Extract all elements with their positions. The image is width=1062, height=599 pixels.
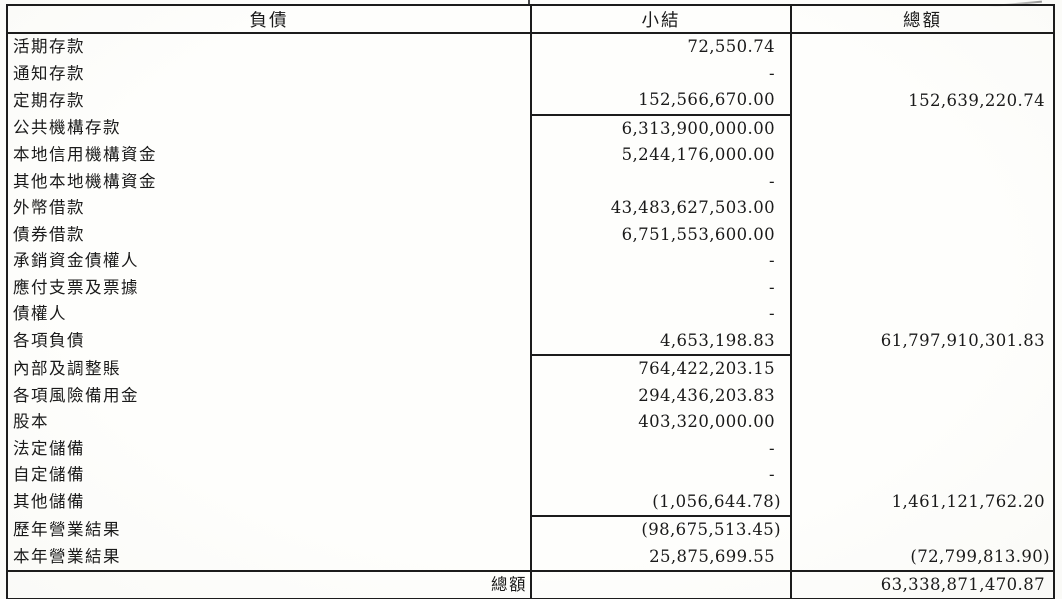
row-total-value <box>790 221 1054 248</box>
column-header-total: 總額 <box>790 5 1054 34</box>
row-label: 本年營業結果 <box>13 546 121 566</box>
row-label: 通知存款 <box>13 63 85 83</box>
row-total-value: 152,639,220.74 <box>790 87 1054 115</box>
footer-subtotal-cell <box>530 570 791 599</box>
table-body: 活期存款 72,550.74 通知存款 - 定期存款 152,566,670.00 152,… <box>7 33 1054 571</box>
row-subtotal-value: (98,675,513.45) <box>530 516 791 544</box>
row-total-value <box>790 60 1054 87</box>
row-subtotal-value: 6,313,900,000.00 <box>530 114 791 142</box>
row-total-value <box>790 435 1054 462</box>
footer-total-row: 總額 63,338,871,470.87 <box>7 570 1054 599</box>
footer-total-value: 63,338,871,470.87 <box>790 570 1054 599</box>
row-subtotal-value: - <box>530 168 791 195</box>
column-header-liabilities: 負債 <box>7 5 531 34</box>
row-label: 各項風險備用金 <box>13 385 139 405</box>
table-row: 各項風險備用金 294,436,203.83 <box>7 382 1054 409</box>
row-label: 定期存款 <box>13 90 85 110</box>
row-subtotal-value: - <box>530 60 791 87</box>
table-row: 內部及調整賬 764,422,203.15 <box>7 355 1054 383</box>
row-label: 債券借款 <box>13 224 85 244</box>
table-row: 歷年營業結果 (98,675,513.45) <box>7 516 1054 544</box>
row-total-value <box>790 114 1054 142</box>
row-label: 承銷資金債權人 <box>13 251 139 270</box>
row-label: 公共機構存款 <box>13 118 121 137</box>
row-subtotal-value: 6,751,553,600.00 <box>530 221 791 248</box>
row-subtotal-value: - <box>530 248 791 275</box>
row-subtotal-value: - <box>530 274 791 301</box>
table-row: 股本 403,320,000.00 <box>7 409 1054 436</box>
scan-artifact-tick <box>528 0 530 6</box>
row-total-value: (72,799,813.90) <box>790 543 1054 571</box>
row-label: 各項負債 <box>13 331 85 350</box>
row-subtotal-value: 4,653,198.83 <box>530 327 791 356</box>
row-total-value: 1,461,121,762.20 <box>790 488 1054 516</box>
table-row: 外幣借款 43,483,627,503.00 <box>7 195 1054 222</box>
row-subtotal-value: 5,244,176,000.00 <box>530 142 791 169</box>
row-subtotal-value: - <box>530 301 791 328</box>
row-label: 歷年營業結果 <box>13 519 121 539</box>
table-row: 應付支票及票據 - <box>7 274 1054 301</box>
table-row: 各項負債 4,653,198.83 61,797,910,301.83 <box>7 327 1054 356</box>
row-label: 法定儲備 <box>13 438 85 458</box>
row-label: 內部及調整賬 <box>13 358 121 378</box>
table-row: 本年營業結果 25,875,699.55 (72,799,813.90) <box>7 543 1054 571</box>
row-subtotal-value: (1,056,644.78) <box>530 488 791 517</box>
row-total-value <box>790 516 1054 544</box>
table-row: 通知存款 - <box>7 60 1054 87</box>
table-row: 本地信用機構資金 5,244,176,000.00 <box>7 142 1054 169</box>
table-row: 其他本地機構資金 - <box>7 168 1054 195</box>
row-label: 其他儲備 <box>13 492 85 511</box>
table-row: 自定儲備 - <box>7 462 1054 489</box>
row-label: 應付支票及票據 <box>13 277 139 297</box>
row-total-value <box>790 248 1054 275</box>
row-total-value <box>790 168 1054 195</box>
row-subtotal-value: - <box>530 462 791 489</box>
row-subtotal-value: 403,320,000.00 <box>530 409 791 436</box>
table-row: 活期存款 72,550.74 <box>7 33 1054 61</box>
row-subtotal-value: - <box>530 435 791 462</box>
row-total-value <box>790 409 1054 436</box>
row-total-value <box>790 142 1054 169</box>
row-label: 外幣借款 <box>13 198 85 217</box>
row-label: 債權人 <box>13 304 67 323</box>
footer-total-label: 總額 <box>7 570 531 599</box>
table-row: 定期存款 152,566,670.00 152,639,220.74 <box>7 87 1054 116</box>
row-total-value <box>790 462 1054 489</box>
liabilities-table: 負債 小結 總額 活期存款 72,550.74 通知存款 - 定期存款 152,566,6… <box>6 4 1055 599</box>
row-subtotal-value: 152,566,670.00 <box>530 87 791 116</box>
row-total-value <box>790 355 1054 383</box>
column-header-subtotal: 小結 <box>530 5 791 34</box>
table-row: 其他儲備 (1,056,644.78) 1,461,121,762.20 <box>7 488 1054 517</box>
row-total-value <box>790 382 1054 409</box>
table-row: 債權人 - <box>7 301 1054 328</box>
row-subtotal-value: 764,422,203.15 <box>530 355 791 383</box>
row-total-value <box>790 33 1054 61</box>
table-row: 債券借款 6,751,553,600.00 <box>7 221 1054 248</box>
row-subtotal-value: 72,550.74 <box>530 33 791 61</box>
row-label: 自定儲備 <box>13 465 85 484</box>
row-label: 其他本地機構資金 <box>13 171 157 191</box>
row-subtotal-value: 25,875,699.55 <box>530 543 791 571</box>
row-total-value: 61,797,910,301.83 <box>790 327 1054 355</box>
row-label: 股本 <box>13 412 49 431</box>
row-total-value <box>790 274 1054 301</box>
row-subtotal-value: 43,483,627,503.00 <box>530 195 791 222</box>
row-label: 本地信用機構資金 <box>13 145 157 164</box>
table-row: 承銷資金債權人 - <box>7 248 1054 275</box>
header-row: 負債 小結 總額 <box>7 5 1054 34</box>
table-row: 公共機構存款 6,313,900,000.00 <box>7 114 1054 142</box>
row-total-value <box>790 195 1054 222</box>
row-total-value <box>790 301 1054 328</box>
row-subtotal-value: 294,436,203.83 <box>530 382 791 409</box>
row-label: 活期存款 <box>13 37 85 56</box>
table-row: 法定儲備 - <box>7 435 1054 462</box>
